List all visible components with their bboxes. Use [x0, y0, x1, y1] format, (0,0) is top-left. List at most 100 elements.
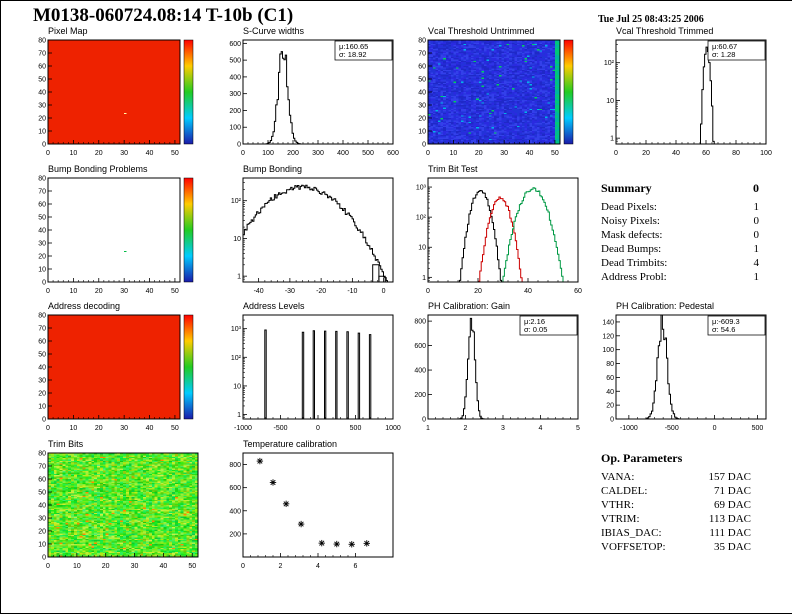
svg-text:0: 0: [316, 425, 320, 432]
svg-text:1: 1: [237, 412, 241, 419]
svg-text:10: 10: [449, 150, 457, 157]
svg-text:20: 20: [95, 288, 103, 295]
plot-title: S-Curve widths: [243, 26, 305, 36]
svg-text:800: 800: [414, 319, 426, 326]
svg-text:60: 60: [702, 150, 710, 157]
svg-text:30: 30: [38, 378, 46, 385]
svg-text:0: 0: [42, 280, 46, 287]
svg-text:0: 0: [426, 288, 430, 295]
summary-label: Address Probl:: [601, 271, 667, 283]
plot-trim-bits: Trim Bits 0 10 20 30 40 50 0 10 20 30 40 50 60 70 80: [21, 438, 206, 573]
svg-text:400: 400: [229, 74, 241, 81]
summary-value: 1: [753, 271, 760, 283]
op-parameter-label: VANA:: [601, 471, 635, 483]
svg-text:10: 10: [69, 425, 77, 432]
svg-text:0: 0: [241, 563, 245, 570]
plot-ph-pedestal: PH Calibration: Pedestal -1000 -500 0 500 0 20…: [589, 300, 774, 435]
plot-trim-bit-test: Trim Bit Test 0 20 40 60 1 10 10² 10³: [401, 163, 586, 298]
svg-text:30: 30: [120, 288, 128, 295]
op-parameter-label: CALDEL:: [601, 485, 648, 497]
svg-text:0: 0: [614, 150, 618, 157]
svg-text:40: 40: [38, 90, 46, 97]
op-parameter-value: 69 DAC: [714, 499, 751, 511]
svg-text:20: 20: [475, 150, 483, 157]
svg-text:500: 500: [752, 425, 764, 432]
svg-text:400: 400: [414, 368, 426, 375]
op-parameter-value: 113 DAC: [708, 513, 751, 525]
summary-block: Summary 0 Dead Pixels: 1 Noisy Pixels: 0 Mas…: [601, 181, 759, 284]
svg-text:10²: 10²: [231, 355, 242, 362]
svg-text:1: 1: [422, 275, 426, 282]
summary-value: 1: [753, 243, 760, 255]
svg-text:10: 10: [233, 383, 241, 390]
svg-text:-30: -30: [285, 288, 295, 295]
svg-text:50: 50: [188, 563, 196, 570]
svg-text:140: 140: [602, 319, 614, 326]
svg-text:300: 300: [229, 91, 241, 98]
plot-title: Address Levels: [243, 301, 305, 311]
svg-text:20: 20: [38, 116, 46, 123]
vcal_trimmed-svg: 0 20 40 60 80 100 1 10 10² μ:60.67σ: 1.28: [604, 39, 772, 157]
svg-text:70: 70: [38, 326, 46, 333]
svg-text:80: 80: [38, 38, 46, 45]
svg-text:10²: 10²: [604, 60, 615, 67]
svg-text:0: 0: [237, 142, 241, 149]
plot-title: PH Calibration: Pedestal: [616, 301, 715, 311]
svg-text:50: 50: [551, 150, 559, 157]
svg-text:0: 0: [42, 555, 46, 562]
plot-title: PH Calibration: Gain: [428, 301, 511, 311]
plot-title: Pixel Map: [48, 26, 88, 36]
svg-text:1: 1: [610, 136, 614, 143]
svg-text:0: 0: [42, 417, 46, 424]
svg-text:20: 20: [418, 116, 426, 123]
svg-text:-1000: -1000: [234, 425, 252, 432]
svg-text:6: 6: [354, 563, 358, 570]
plot-vcal-trimmed: Vcal Threshold Trimmed 0 20 40 60 80 100 1 10 10²…: [589, 25, 774, 160]
svg-text:-10: -10: [347, 288, 357, 295]
svg-text:70: 70: [38, 189, 46, 196]
svg-text:0: 0: [46, 150, 50, 157]
svg-text:120: 120: [602, 333, 614, 340]
vcal_untrimmed-svg: 0 10 20 30 40 50 0 10 20 30 40 50 60 70 80: [418, 38, 574, 157]
svg-text:70: 70: [38, 51, 46, 58]
bump_bonding-svg: -40 -30 -20 -10 0 1 10 10²: [231, 177, 394, 295]
plot-title: Trim Bits: [48, 439, 84, 449]
svg-text:30: 30: [131, 563, 139, 570]
summary-label: Dead Trimbits:: [601, 257, 668, 269]
pixel_map-svg: 0 10 20 30 40 50 0 10 20 30 40 50 60 70 80: [38, 38, 194, 157]
op-parameter-row: VTRIM: 113 DAC: [601, 512, 751, 526]
svg-text:20: 20: [642, 150, 650, 157]
svg-text:100: 100: [229, 125, 241, 132]
svg-text:10: 10: [69, 288, 77, 295]
plot-title: Temperature calibration: [243, 439, 338, 449]
svg-text:200: 200: [414, 392, 426, 399]
svg-text:20: 20: [95, 425, 103, 432]
svg-text:50: 50: [38, 490, 46, 497]
op-parameter-value: 111 DAC: [709, 527, 751, 539]
svg-text:-1000: -1000: [620, 425, 638, 432]
svg-text:60: 60: [38, 202, 46, 209]
svg-text:80: 80: [606, 361, 614, 368]
svg-text:60: 60: [38, 64, 46, 71]
svg-text:μ:2.16: μ:2.16: [524, 317, 545, 326]
op-parameter-row: VTHR: 69 DAC: [601, 498, 751, 512]
plot-pixel-map: Pixel Map 0 10 20 30 40 50 0 10 20 30 40 50 60 70 80: [21, 25, 206, 160]
op-parameter-value: 35 DAC: [714, 541, 751, 553]
svg-text:10: 10: [418, 245, 426, 252]
svg-text:40: 40: [524, 288, 532, 295]
svg-text:30: 30: [38, 103, 46, 110]
svg-text:μ:-609.3: μ:-609.3: [712, 317, 740, 326]
svg-text:0: 0: [422, 142, 426, 149]
op-parameter-label: VTRIM:: [601, 513, 640, 525]
svg-text:50: 50: [171, 288, 179, 295]
svg-text:80: 80: [38, 176, 46, 183]
svg-text:400: 400: [337, 150, 349, 157]
svg-text:-500: -500: [273, 425, 287, 432]
svg-text:600: 600: [387, 150, 399, 157]
svg-text:0: 0: [422, 417, 426, 424]
summary-title: Summary: [601, 181, 652, 195]
op-parameter-label: IBIAS_DAC:: [601, 527, 662, 539]
svg-text:20: 20: [38, 391, 46, 398]
op-parameter-row: VANA: 157 DAC: [601, 470, 751, 484]
